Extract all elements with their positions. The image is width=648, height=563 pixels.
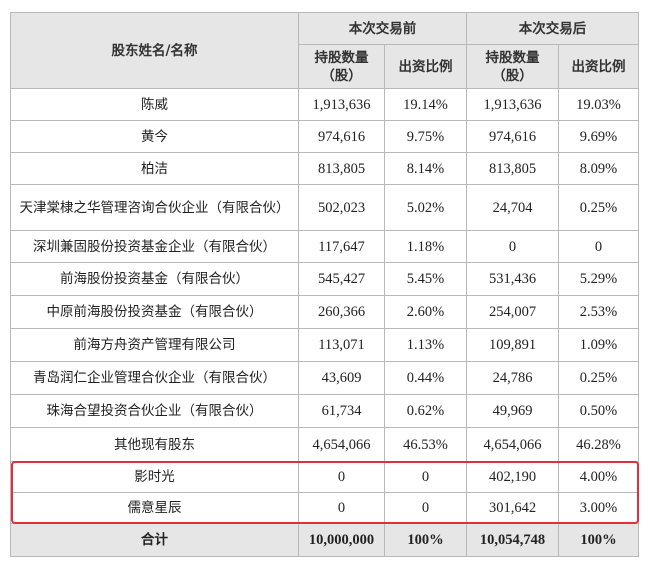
shareholder-name: 前海方舟资产管理有限公司 — [10, 328, 299, 362]
table-row-highlighted: 儒意星辰 0 0 301,642 3.00% — [10, 492, 639, 524]
before-shares: 43,609 — [298, 361, 385, 395]
after-shares: 24,786 — [466, 361, 559, 395]
after-shares: 974,616 — [466, 120, 559, 153]
table-row: 天津棠棣之华管理咨询合伙企业（有限合伙） 502,023 5.02% 24,70… — [10, 184, 639, 231]
after-ratio: 3.00% — [558, 492, 639, 524]
before-ratio: 0 — [384, 461, 467, 493]
after-ratio: 9.69% — [558, 120, 639, 153]
header-after-ratio: 出资比例 — [558, 44, 639, 89]
before-shares: 0 — [298, 492, 385, 524]
before-ratio: 0.44% — [384, 361, 467, 395]
shareholder-name: 柏洁 — [10, 152, 299, 185]
table-row: 黄今 974,616 9.75% 974,616 9.69% — [10, 120, 639, 153]
shareholder-name: 儒意星辰 — [10, 492, 299, 524]
total-label: 合计 — [10, 523, 299, 557]
before-ratio: 19.14% — [384, 88, 467, 121]
after-ratio: 0 — [558, 230, 639, 263]
shareholder-name: 珠海合望投资合伙企业（有限合伙） — [10, 394, 299, 428]
after-ratio: 19.03% — [558, 88, 639, 121]
after-shares: 49,969 — [466, 394, 559, 428]
after-shares: 531,436 — [466, 262, 559, 296]
before-shares: 117,647 — [298, 230, 385, 263]
before-ratio: 5.02% — [384, 184, 467, 231]
header-before-shares: 持股数量（股） — [298, 44, 385, 89]
before-ratio: 5.45% — [384, 262, 467, 296]
before-ratio: 1.13% — [384, 328, 467, 362]
table-row: 柏洁 813,805 8.14% 813,805 8.09% — [10, 152, 639, 185]
after-shares: 301,642 — [466, 492, 559, 524]
before-ratio: 9.75% — [384, 120, 467, 153]
before-shares: 545,427 — [298, 262, 385, 296]
before-shares: 113,071 — [298, 328, 385, 362]
header-shareholder-name: 股东姓名/名称 — [10, 12, 299, 89]
table-row: 其他现有股东 4,654,066 46.53% 4,654,066 46.28% — [10, 427, 639, 462]
before-ratio: 8.14% — [384, 152, 467, 185]
after-ratio: 0.25% — [558, 361, 639, 395]
total-before-ratio: 100% — [384, 523, 467, 557]
table-row: 前海股份投资基金（有限合伙） 545,427 5.45% 531,436 5.2… — [10, 262, 639, 296]
before-ratio: 0.62% — [384, 394, 467, 428]
after-ratio: 1.09% — [558, 328, 639, 362]
header-after-shares: 持股数量（股） — [466, 44, 559, 89]
before-shares: 260,366 — [298, 295, 385, 329]
table-row-highlighted: 影时光 0 0 402,190 4.00% — [10, 461, 639, 493]
before-ratio: 46.53% — [384, 427, 467, 462]
table-row: 陈威 1,913,636 19.14% 1,913,636 19.03% — [10, 88, 639, 121]
total-row: 合计 10,000,000 100% 10,054,748 100% — [10, 523, 639, 557]
before-ratio: 0 — [384, 492, 467, 524]
header-after-transaction: 本次交易后 — [466, 12, 639, 45]
shareholder-name: 中原前海股份投资基金（有限合伙） — [10, 295, 299, 329]
total-before-shares: 10,000,000 — [298, 523, 385, 557]
before-shares: 0 — [298, 461, 385, 493]
before-shares: 974,616 — [298, 120, 385, 153]
after-shares: 1,913,636 — [466, 88, 559, 121]
after-shares: 0 — [466, 230, 559, 263]
after-ratio: 5.29% — [558, 262, 639, 296]
header-before-transaction: 本次交易前 — [298, 12, 467, 45]
before-shares: 1,913,636 — [298, 88, 385, 121]
after-shares: 24,704 — [466, 184, 559, 231]
after-shares: 4,654,066 — [466, 427, 559, 462]
after-shares: 254,007 — [466, 295, 559, 329]
shareholder-name: 其他现有股东 — [10, 427, 299, 462]
shareholder-table-container: 股东姓名/名称 本次交易前 本次交易后 持股数量（股） 出资比例 持股数量（股）… — [10, 12, 639, 557]
shareholder-name: 前海股份投资基金（有限合伙） — [10, 262, 299, 296]
before-ratio: 1.18% — [384, 230, 467, 263]
after-shares: 109,891 — [466, 328, 559, 362]
table-row: 前海方舟资产管理有限公司 113,071 1.13% 109,891 1.09% — [10, 328, 639, 362]
shareholder-table: 股东姓名/名称 本次交易前 本次交易后 持股数量（股） 出资比例 持股数量（股）… — [10, 12, 639, 557]
after-shares: 402,190 — [466, 461, 559, 493]
table-row: 中原前海股份投资基金（有限合伙） 260,366 2.60% 254,007 2… — [10, 295, 639, 329]
table-row: 深圳兼固股份投资基金企业（有限合伙） 117,647 1.18% 0 0 — [10, 230, 639, 263]
after-ratio: 2.53% — [558, 295, 639, 329]
table-row: 青岛润仁企业管理合伙企业（有限合伙） 43,609 0.44% 24,786 0… — [10, 361, 639, 395]
before-shares: 502,023 — [298, 184, 385, 231]
after-shares: 813,805 — [466, 152, 559, 185]
shareholder-name: 天津棠棣之华管理咨询合伙企业（有限合伙） — [10, 184, 299, 231]
after-ratio: 8.09% — [558, 152, 639, 185]
shareholder-name: 陈威 — [10, 88, 299, 121]
after-ratio: 4.00% — [558, 461, 639, 493]
before-shares: 4,654,066 — [298, 427, 385, 462]
after-ratio: 0.50% — [558, 394, 639, 428]
after-ratio: 0.25% — [558, 184, 639, 231]
before-shares: 813,805 — [298, 152, 385, 185]
total-after-shares: 10,054,748 — [466, 523, 559, 557]
after-ratio: 46.28% — [558, 427, 639, 462]
shareholder-name: 深圳兼固股份投资基金企业（有限合伙） — [10, 230, 299, 263]
header-before-ratio: 出资比例 — [384, 44, 467, 89]
total-after-ratio: 100% — [558, 523, 639, 557]
table-row: 珠海合望投资合伙企业（有限合伙） 61,734 0.62% 49,969 0.5… — [10, 394, 639, 428]
shareholder-name: 影时光 — [10, 461, 299, 493]
shareholder-name: 黄今 — [10, 120, 299, 153]
before-shares: 61,734 — [298, 394, 385, 428]
before-ratio: 2.60% — [384, 295, 467, 329]
shareholder-name: 青岛润仁企业管理合伙企业（有限合伙） — [10, 361, 299, 395]
